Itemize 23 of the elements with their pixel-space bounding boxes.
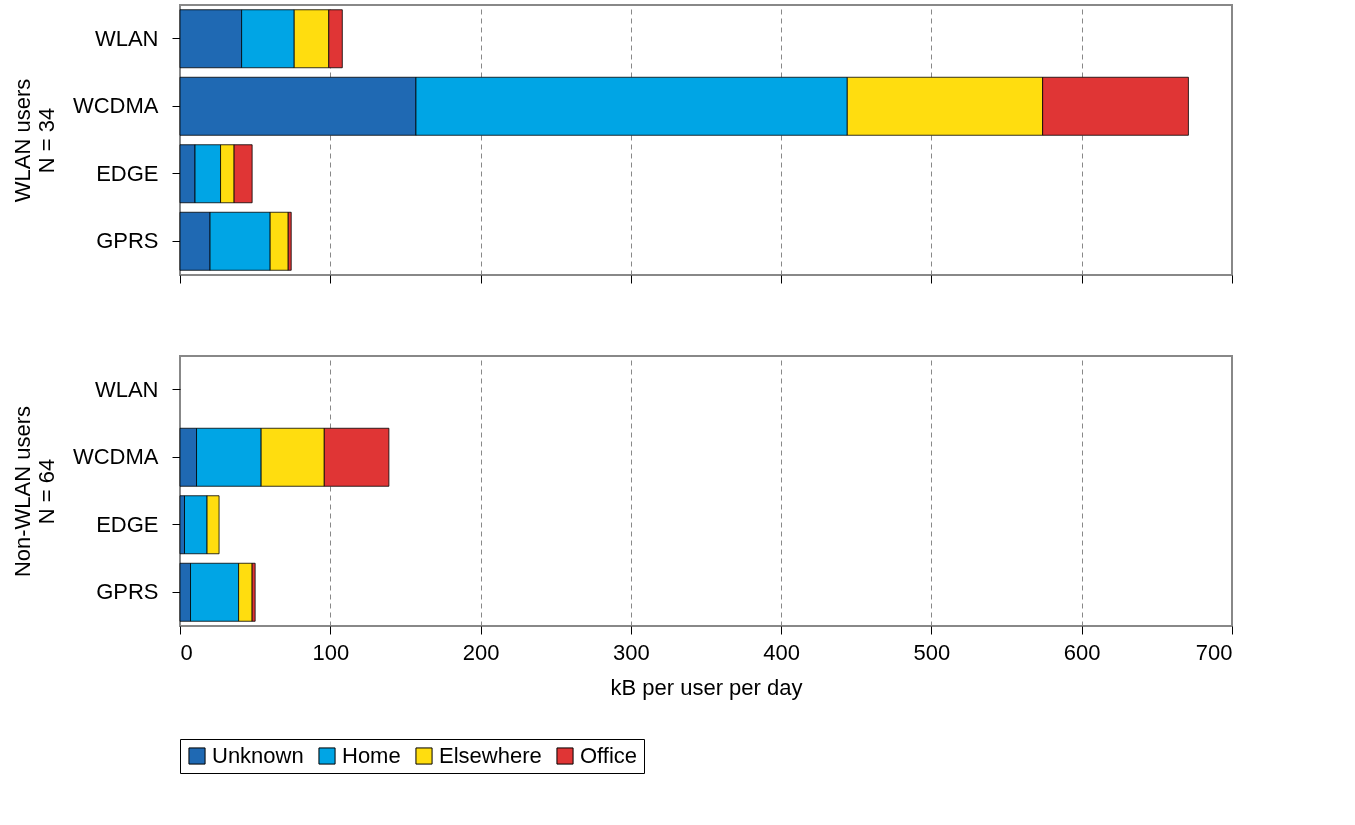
x-tick-label: 100 [312, 639, 350, 665]
x-tick-label: 200 [462, 639, 500, 665]
x-tick-label: 400 [763, 639, 800, 665]
y-tick-label: WCDMA [72, 444, 159, 470]
y-axis-title: WLAN users N = 34 [9, 78, 59, 203]
x-axis-title: kB per user per day [610, 674, 803, 700]
y-tick-label: EDGE [96, 511, 159, 537]
legend-label: Unknown [212, 743, 304, 768]
y-tick-label: WLAN [94, 376, 159, 402]
x-tick-label: 700 [1195, 639, 1233, 665]
legend-label: Elsewhere [439, 743, 542, 768]
x-tick-label: 600 [1063, 639, 1101, 665]
x-tick-label: 500 [913, 639, 951, 665]
legend-label: Office [580, 743, 638, 768]
y-tick-label: GPRS [96, 579, 159, 605]
x-tick-label: 300 [613, 639, 650, 665]
y-tick-label: WCDMA [72, 93, 159, 119]
y-axis-title: Non-WLAN users N = 64 [9, 405, 59, 578]
x-tick-label: 0 [180, 639, 193, 665]
y-tick-label: EDGE [96, 160, 159, 186]
y-tick-label: GPRS [96, 228, 159, 254]
legend-label: Home [342, 743, 401, 768]
y-tick-label: WLAN [94, 25, 159, 51]
